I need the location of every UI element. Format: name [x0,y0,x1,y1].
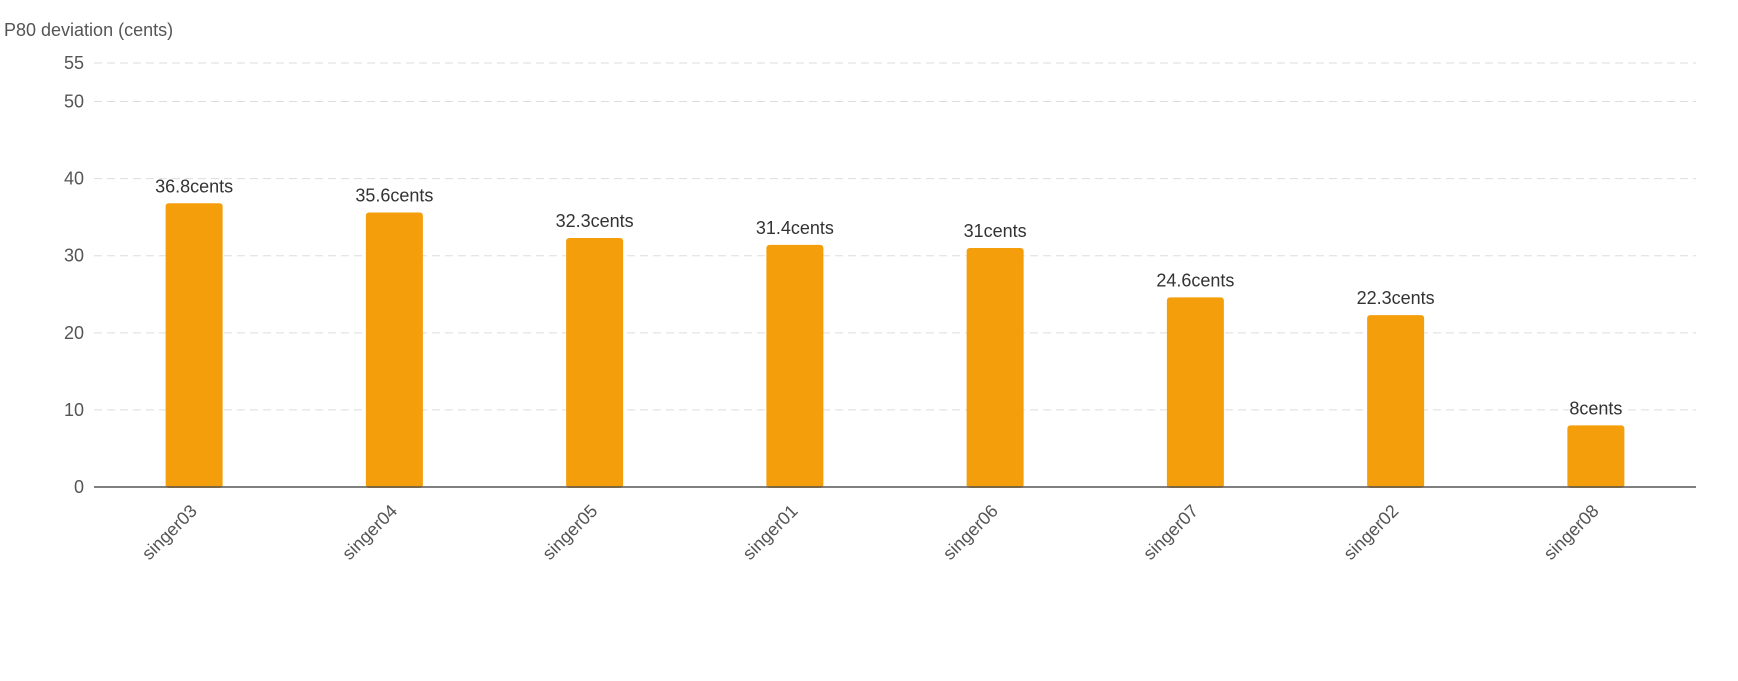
data-label-singer07: 24.6cents [1156,270,1234,290]
x-tick-label-singer05: singer05 [538,501,601,564]
bar-singer04 [365,212,423,488]
y-tick-label: 10 [64,400,84,420]
x-tick-label-singer01: singer01 [739,501,802,564]
y-tick-label: 20 [64,323,84,343]
data-label-singer05: 32.3cents [556,211,634,231]
data-labels: 36.8cents 35.6cents 32.3cents 31.4cents 31ce… [155,176,1622,418]
x-tick-label-singer04: singer04 [338,501,401,564]
y-tick-label: 50 [64,92,84,112]
y-axis-label: P80 deviation (cents) [4,20,173,40]
x-axis-ticks: singer03 singer04 singer05 singer01 singer06… [138,501,1603,564]
x-tick-label-singer03: singer03 [138,501,201,564]
y-tick-label: 30 [64,246,84,266]
bar-singer05 [566,237,624,488]
y-tick-label: 55 [64,53,84,73]
bar-singer07 [1166,297,1224,488]
bar-singer08 [1567,425,1625,488]
x-tick-label-singer02: singer02 [1339,501,1402,564]
bar-singer06 [966,248,1024,488]
x-tick-label-singer06: singer06 [939,501,1002,564]
bar-singer03 [165,203,223,488]
x-tick-label-singer07: singer07 [1139,501,1202,564]
data-label-singer01: 31.4cents [756,218,834,238]
data-label-singer06: 31cents [964,221,1027,241]
y-axis-ticks: 0 10 20 30 40 50 55 [64,53,84,497]
grid-lines [94,62,1696,411]
data-label-singer08: 8cents [1569,398,1622,418]
data-label-singer03: 36.8cents [155,176,233,196]
bar-singer01 [766,244,824,488]
y-tick-label: 0 [74,477,84,497]
bars [165,203,1625,488]
bar-singer02 [1367,315,1425,488]
data-label-singer04: 35.6cents [355,186,433,206]
x-tick-label-singer08: singer08 [1540,501,1603,564]
data-label-singer02: 22.3cents [1357,288,1435,308]
y-tick-label: 40 [64,169,84,189]
